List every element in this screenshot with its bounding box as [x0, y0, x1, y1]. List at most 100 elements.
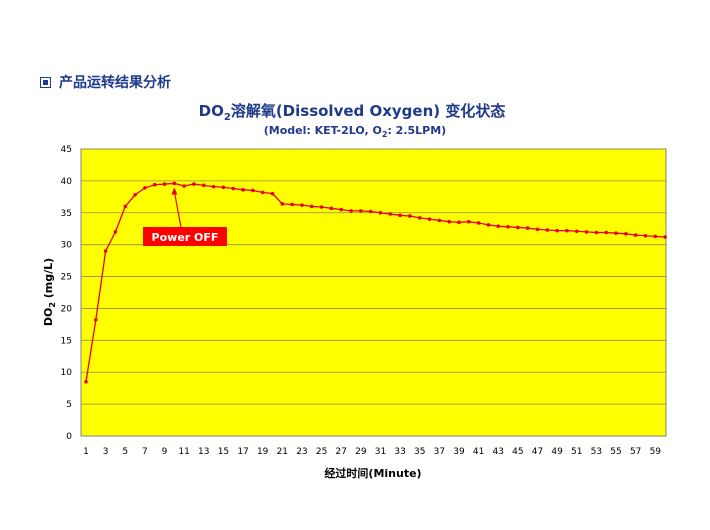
- data-point: [84, 379, 88, 384]
- data-point: [565, 228, 569, 233]
- x-tick-label: 21: [277, 447, 288, 457]
- chart-title: DO2溶解氧(Dissolved Oxygen) 变化状态: [199, 102, 506, 123]
- y-tick-label: 25: [61, 273, 72, 283]
- data-point: [378, 210, 383, 215]
- y-tick-label: 15: [61, 336, 72, 346]
- annotation-box: [143, 227, 227, 246]
- x-tick-label: 31: [375, 447, 386, 457]
- data-point: [653, 234, 658, 239]
- data-point: [251, 188, 255, 193]
- series-layer: [84, 181, 667, 384]
- chart-subtitle: (Model: KET-2LO, O2: 2.5LPM): [264, 124, 446, 139]
- x-tick-label: 47: [532, 447, 543, 457]
- y-tick-label: 35: [61, 209, 72, 219]
- annotation-label: Power OFF: [152, 231, 219, 244]
- data-point: [172, 181, 177, 186]
- data-point: [290, 202, 294, 207]
- square-bullet-icon: [40, 76, 51, 88]
- data-point: [359, 209, 363, 213]
- plot-area: [80, 148, 667, 437]
- x-axis-ticks: 1 3 5 7 9 11 13 15 17 19 21 23 25 27 29 31 33 35 37 39 41 43 4…: [83, 447, 661, 457]
- data-point: [604, 230, 609, 235]
- x-tick-label: 55: [610, 447, 621, 457]
- data-point: [467, 219, 471, 224]
- y-tick-label: 20: [61, 304, 73, 314]
- data-point: [408, 214, 412, 218]
- data-point: [496, 224, 501, 228]
- data-point: [103, 249, 108, 253]
- x-tick-label: 25: [316, 447, 327, 457]
- y-axis-ticks: 0 5 10 15 20 25 30 35 40 45: [61, 145, 73, 442]
- x-tick-label: 57: [630, 447, 641, 457]
- data-point: [614, 231, 618, 235]
- x-tick-label: 13: [198, 447, 209, 457]
- data-point: [241, 188, 245, 192]
- data-point: [584, 230, 589, 234]
- y-tick-label: 30: [61, 241, 73, 251]
- data-point: [113, 230, 118, 234]
- data-point: [339, 207, 344, 212]
- data-point: [427, 217, 432, 221]
- power-off-annotation: Power OFF: [143, 187, 227, 246]
- data-point: [388, 212, 393, 216]
- data-point: [133, 193, 137, 197]
- x-tick-label: 27: [335, 447, 346, 457]
- data-point: [516, 225, 520, 230]
- data-point: [447, 219, 451, 224]
- grid-lines: [81, 148, 666, 405]
- data-point: [260, 190, 265, 195]
- x-tick-label: 39: [453, 447, 465, 457]
- x-tick-label: 15: [218, 447, 229, 457]
- data-point: [182, 184, 186, 188]
- x-tick-label: 37: [434, 447, 445, 457]
- data-point: [506, 225, 510, 229]
- data-point: [319, 205, 324, 209]
- data-point: [476, 221, 481, 225]
- data-point: [624, 232, 628, 236]
- data-point: [94, 318, 98, 322]
- section-header: 产品运转结果分析: [40, 72, 171, 92]
- annotation-arrowhead: [171, 187, 178, 195]
- data-point: [201, 183, 206, 188]
- y-tick-label: 5: [66, 400, 72, 410]
- x-axis-label: 经过时间(Minute): [324, 466, 421, 480]
- data-point: [270, 191, 275, 196]
- data-point: [231, 186, 236, 191]
- data-point: [329, 206, 334, 211]
- data-point: [349, 209, 353, 213]
- data-point: [545, 228, 550, 232]
- x-tick-label: 29: [355, 447, 367, 457]
- data-point: [152, 182, 157, 187]
- data-point: [221, 185, 226, 190]
- data-point: [663, 235, 667, 239]
- data-point: [211, 184, 216, 189]
- data-point: [594, 230, 599, 235]
- data-point: [525, 226, 530, 230]
- x-tick-label: 5: [122, 447, 128, 457]
- section-title: 产品运转结果分析: [59, 75, 171, 91]
- x-tick-label: 33: [394, 447, 405, 457]
- y-tick-label: 10: [61, 368, 73, 378]
- x-tick-label: 45: [512, 447, 523, 457]
- data-point: [398, 213, 402, 218]
- x-tick-label: 3: [103, 447, 109, 457]
- data-point: [309, 204, 314, 209]
- data-point: [192, 182, 196, 186]
- data-point: [535, 227, 540, 232]
- data-point: [643, 233, 648, 238]
- data-point: [437, 218, 442, 223]
- x-tick-label: 11: [178, 447, 189, 457]
- data-point: [162, 182, 167, 186]
- data-point: [143, 186, 147, 190]
- annotation-arrow: [173, 191, 182, 228]
- x-tick-label: 7: [142, 447, 148, 457]
- x-tick-label: 49: [551, 447, 563, 457]
- x-tick-label: 17: [237, 447, 248, 457]
- data-point: [457, 220, 461, 225]
- x-tick-label: 35: [414, 447, 425, 457]
- x-tick-label: 19: [257, 447, 269, 457]
- y-tick-label: 40: [61, 177, 73, 187]
- x-tick-label: 9: [162, 447, 168, 457]
- x-tick-label: 23: [296, 447, 307, 457]
